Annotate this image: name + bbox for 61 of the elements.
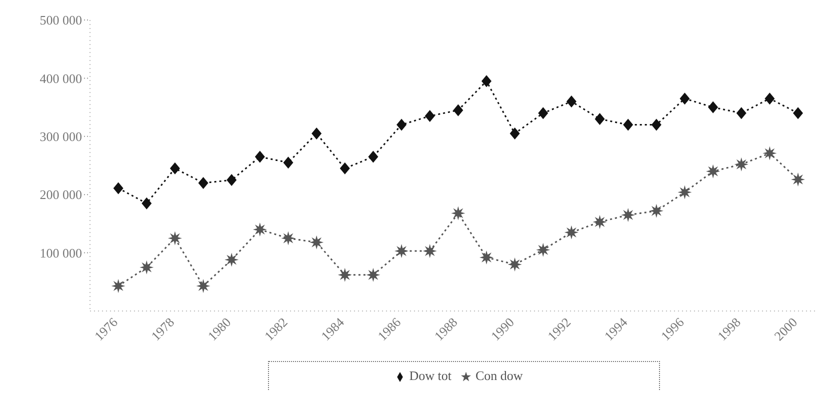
y-tick-label: 200 000 [40, 187, 82, 202]
point [536, 242, 550, 257]
point [368, 150, 378, 163]
point [706, 164, 720, 178]
point [764, 92, 775, 105]
x-tick-label: 1982 [261, 314, 290, 344]
point [226, 174, 237, 186]
point [510, 127, 520, 140]
point [592, 214, 607, 229]
point [366, 268, 380, 282]
legend-label: Con dow [475, 368, 523, 383]
point [508, 257, 522, 272]
point [678, 185, 692, 200]
point [451, 206, 466, 220]
point [649, 204, 664, 218]
x-tick-label: 1980 [204, 314, 234, 344]
point [793, 107, 804, 120]
point [564, 225, 578, 240]
point [708, 101, 718, 114]
point [111, 278, 126, 293]
point [623, 118, 634, 131]
point [424, 110, 435, 122]
point [736, 107, 746, 120]
point [422, 244, 437, 258]
point [566, 95, 576, 108]
point [283, 156, 294, 169]
point [113, 182, 124, 194]
point [198, 176, 208, 189]
y-tick-label: 500 000 [40, 12, 82, 28]
point [170, 162, 180, 174]
point [791, 172, 806, 186]
point [312, 127, 322, 140]
point [142, 197, 152, 210]
point [538, 107, 548, 120]
point [168, 231, 182, 246]
y-tick-label: 300 000 [40, 129, 82, 144]
point [453, 104, 464, 116]
point [140, 260, 154, 274]
point [254, 150, 265, 163]
point [196, 278, 210, 293]
point [734, 157, 748, 172]
point [340, 162, 350, 174]
point [396, 118, 407, 131]
x-tick-label: 1992 [544, 314, 574, 344]
point [224, 252, 239, 267]
x-tick-label: 1990 [488, 314, 517, 344]
point [481, 75, 492, 88]
point [651, 118, 662, 131]
point [252, 222, 267, 237]
point [680, 92, 690, 105]
point [479, 250, 494, 264]
y-tick-label: 100 000 [40, 245, 82, 260]
legend-label: Dow tot [409, 368, 452, 383]
y-tick-label: 400 000 [40, 70, 82, 86]
point [762, 146, 777, 160]
point [621, 208, 636, 222]
point [310, 235, 324, 250]
point [594, 112, 605, 125]
point [338, 268, 352, 282]
point [394, 244, 409, 258]
point [281, 231, 296, 246]
